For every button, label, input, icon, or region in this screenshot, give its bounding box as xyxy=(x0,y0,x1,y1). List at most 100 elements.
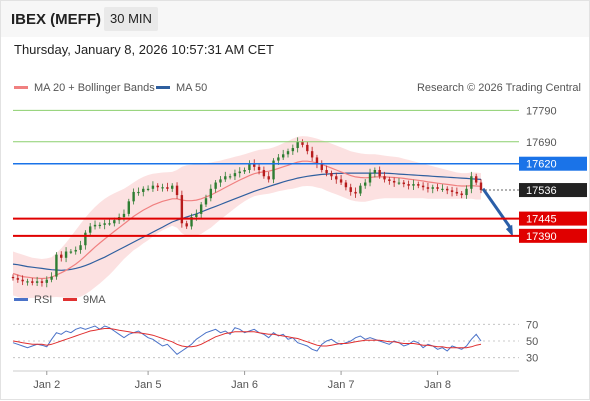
candle-body xyxy=(21,279,24,282)
candle xyxy=(64,247,68,263)
candle-body xyxy=(339,179,343,183)
candle-body xyxy=(397,182,401,184)
candle xyxy=(474,173,478,186)
candle-body xyxy=(267,176,270,180)
arrow-shaft xyxy=(481,187,513,230)
candle-body xyxy=(204,198,208,205)
x-tick-label: Jan 5 xyxy=(135,379,162,391)
candle xyxy=(281,149,285,160)
candle-body xyxy=(460,193,463,196)
candle xyxy=(344,180,348,191)
candle xyxy=(383,171,386,183)
rsi-ma-line xyxy=(12,328,482,349)
candle-body xyxy=(417,184,420,186)
interval-badge[interactable]: 30 MIN xyxy=(104,7,158,31)
candle-body xyxy=(156,185,159,188)
candle-body xyxy=(402,182,406,185)
candle-body xyxy=(137,191,140,194)
candle-body xyxy=(383,176,386,180)
ma20-legend-swatch xyxy=(14,86,28,89)
ma20-legend-label: MA 20 + Bollinger Bands xyxy=(34,82,155,94)
candle-body xyxy=(84,232,87,246)
x-tick-label: Jan 8 xyxy=(424,379,451,391)
rsi-line xyxy=(12,325,482,355)
candle xyxy=(171,183,174,192)
candle-body xyxy=(16,278,20,280)
timestamp: Thursday, January 8, 2026 10:57:31 AM CE… xyxy=(14,42,274,57)
main-legend: MA 20 + Bollinger Bands MA 50 Research ©… xyxy=(14,82,581,94)
candle xyxy=(286,148,290,158)
candle-body xyxy=(219,179,222,183)
x-tick-label: Jan 7 xyxy=(328,379,355,391)
candle xyxy=(98,222,102,229)
candle-body xyxy=(257,166,261,170)
candle xyxy=(339,175,343,186)
candle-body xyxy=(301,141,304,145)
candle xyxy=(228,173,232,180)
candle-body xyxy=(364,182,367,186)
candle xyxy=(262,166,266,179)
candle-body xyxy=(60,254,63,258)
candle xyxy=(161,183,164,192)
price-level-pivot-tag xyxy=(519,156,587,171)
candle xyxy=(31,277,34,286)
candle xyxy=(392,177,396,187)
candle-body xyxy=(407,184,410,186)
candle-body xyxy=(185,223,188,227)
candle-body xyxy=(310,151,314,158)
candle-body xyxy=(349,187,352,192)
candle xyxy=(470,171,473,194)
candle-body xyxy=(199,204,203,214)
candle xyxy=(465,185,468,199)
candle xyxy=(74,246,77,255)
candle-body xyxy=(378,169,381,177)
rsi-plot: 70 50 30 xyxy=(12,319,538,365)
candle-body xyxy=(142,188,145,192)
candle xyxy=(325,165,328,177)
candle-body xyxy=(474,176,478,183)
candle-body xyxy=(281,154,285,158)
candle-body xyxy=(214,182,217,189)
price-level-label: 17390 xyxy=(526,231,557,243)
bollinger-band xyxy=(13,136,481,299)
candle-body xyxy=(479,182,483,191)
candle xyxy=(335,172,338,184)
candle-body xyxy=(132,191,135,202)
candle xyxy=(108,218,111,226)
candle xyxy=(364,179,367,189)
candle xyxy=(151,181,155,192)
candle-body xyxy=(277,157,280,161)
candle xyxy=(417,181,420,189)
candle xyxy=(26,278,29,286)
candle-body xyxy=(108,223,111,225)
candle-body xyxy=(146,188,150,190)
candle xyxy=(45,276,48,288)
candle-body xyxy=(431,187,434,189)
candle-body xyxy=(233,173,237,177)
candle-body xyxy=(151,185,155,189)
candle xyxy=(330,170,333,181)
candle-body xyxy=(26,281,29,283)
candle-body xyxy=(412,184,415,186)
candle xyxy=(431,184,434,194)
candle xyxy=(301,139,304,148)
chart-header: IBEX (MEFF) 30 MIN xyxy=(1,1,589,37)
candle xyxy=(175,182,179,199)
candle xyxy=(257,164,261,175)
candle xyxy=(238,167,241,178)
candle-body xyxy=(195,213,198,218)
ma50-line xyxy=(12,172,482,271)
candle xyxy=(204,194,208,207)
candle-body xyxy=(248,163,251,170)
candle-body xyxy=(88,226,92,233)
price-level-support-tag xyxy=(519,228,587,243)
candle xyxy=(460,190,463,199)
candle xyxy=(359,183,362,197)
ma50-legend-label: MA 50 xyxy=(176,82,207,94)
instrument-title: IBEX (MEFF) xyxy=(11,11,101,28)
candle xyxy=(378,166,381,179)
candle-body xyxy=(31,281,34,283)
candle xyxy=(190,213,193,230)
candle-body xyxy=(335,176,338,180)
candle xyxy=(209,184,213,202)
